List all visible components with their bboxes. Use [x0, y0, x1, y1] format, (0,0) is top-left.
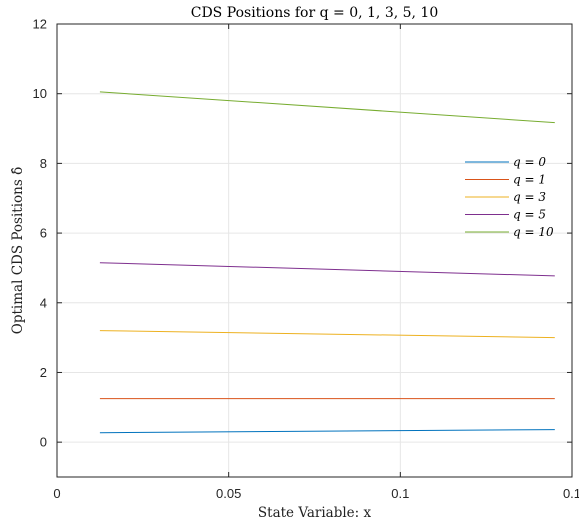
y-tick-label: 6 — [40, 226, 47, 241]
legend-label: q = 1 — [513, 173, 546, 187]
chart-title: CDS Positions for q = 0, 1, 3, 5, 10 — [191, 5, 439, 21]
x-tick-label: 0 — [53, 486, 60, 501]
x-axis-label: State Variable: x — [258, 505, 372, 521]
legend-label: q = 0 — [513, 155, 546, 169]
x-tick-label: 0.1 — [563, 486, 579, 501]
legend-label: q = 5 — [513, 208, 546, 222]
y-tick-label: 2 — [40, 365, 47, 380]
x-tick-label: 0.05 — [216, 486, 241, 501]
y-tick-label: 10 — [33, 86, 47, 101]
plot-area — [57, 24, 572, 477]
legend-label: q = 3 — [513, 190, 546, 204]
legend-label: q = 10 — [513, 225, 554, 239]
x-tick-label: 0.1 — [391, 486, 409, 501]
y-tick-label: 8 — [40, 156, 47, 171]
y-tick-label: 0 — [40, 435, 47, 450]
y-tick-label: 4 — [40, 295, 47, 310]
y-tick-label: 12 — [33, 17, 47, 32]
y-axis-label: Optimal CDS Positions δ̂ — [10, 167, 26, 334]
